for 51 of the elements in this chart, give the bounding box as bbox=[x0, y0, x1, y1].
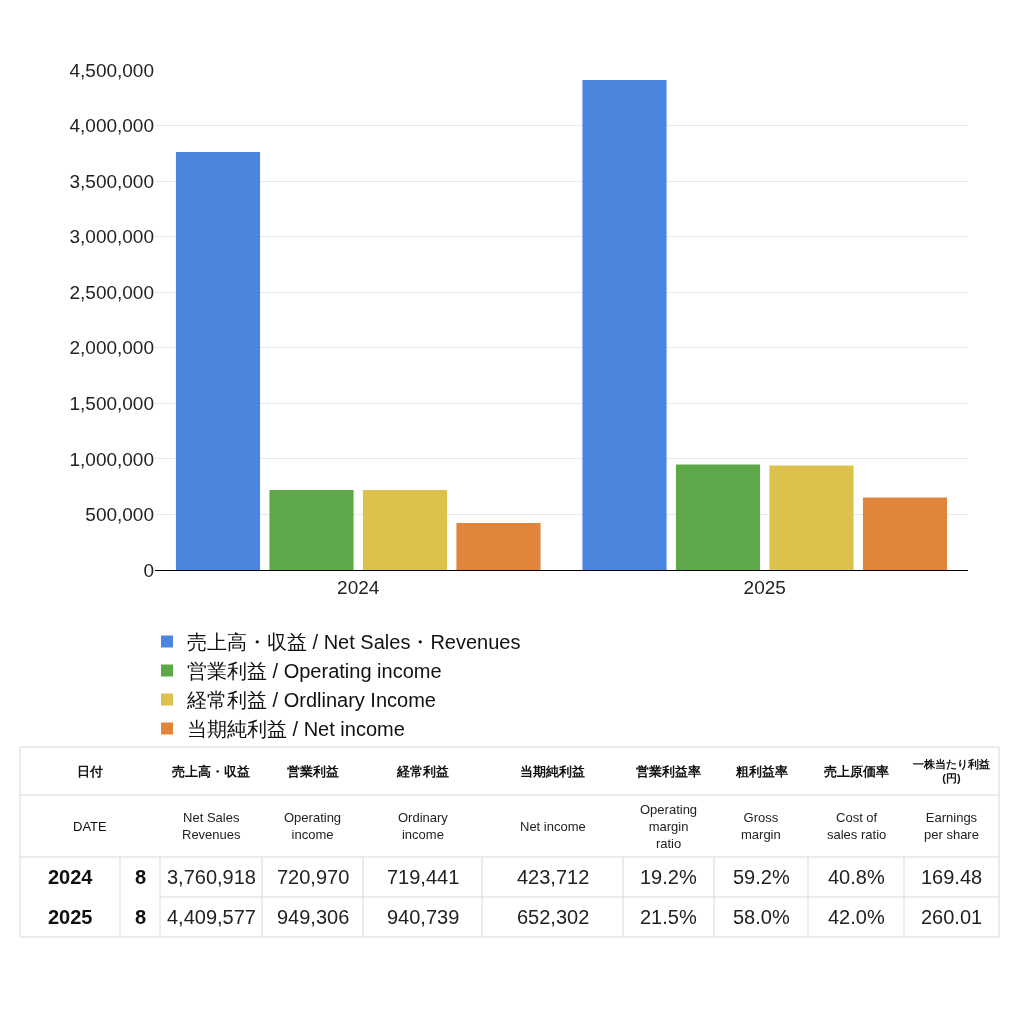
text: 260.01 bbox=[921, 906, 983, 928]
category-label: 2025 bbox=[48, 906, 93, 928]
y-tick-label: 4,500,000 bbox=[69, 59, 154, 81]
text: 日付 DATE bbox=[73, 764, 107, 834]
bar bbox=[175, 152, 261, 570]
bar bbox=[769, 465, 854, 570]
legend-label: 売上高・収益 / Net Sales・Revenues bbox=[187, 631, 521, 654]
text: 652,302 bbox=[517, 906, 590, 928]
y-tick-label: 500,000 bbox=[85, 504, 154, 526]
bar bbox=[862, 497, 948, 570]
category-label: 8 bbox=[135, 906, 147, 928]
category-label: 当期純利益 Net income bbox=[520, 764, 586, 834]
category-label: 営業利益 Operating income bbox=[284, 764, 342, 842]
y-tick-label: 3,500,000 bbox=[69, 170, 154, 192]
bar bbox=[675, 464, 761, 570]
bar bbox=[456, 522, 541, 570]
y-tick-label: 3,000,000 bbox=[69, 226, 154, 248]
legend-label: 経常利益 / Ordlinary Income bbox=[186, 689, 436, 712]
category-label: 8 bbox=[135, 866, 147, 888]
category-label: 粗利益率 Gross margin bbox=[736, 764, 788, 842]
text: 720,970 bbox=[277, 866, 350, 888]
y-tick-label: 4,000,000 bbox=[69, 115, 154, 137]
text: 58.0% bbox=[733, 906, 790, 928]
text: 40.8% bbox=[828, 866, 885, 888]
y-tick-label: 1,000,000 bbox=[69, 448, 154, 470]
text: 21.5% bbox=[640, 906, 697, 928]
legend-label: 当期純利益 / Net income bbox=[187, 718, 405, 741]
y-tick-label: 0 bbox=[143, 559, 154, 581]
text: 3,760,918 bbox=[167, 866, 256, 888]
text: 423,712 bbox=[517, 866, 590, 888]
category-label: 営業利益率 Operating margin ratio bbox=[636, 764, 701, 851]
text: 19.2% bbox=[640, 866, 697, 888]
text: 59.2% bbox=[733, 866, 790, 888]
bar bbox=[582, 80, 667, 570]
category-label: 売上高・収益 Net Sales Revenues bbox=[172, 764, 250, 842]
text: 169.48 bbox=[921, 866, 983, 888]
y-tick-label: 2,500,000 bbox=[69, 281, 154, 303]
text: 949,306 bbox=[277, 906, 350, 928]
bar bbox=[269, 489, 354, 570]
text: 940,739 bbox=[387, 906, 460, 928]
text: 719,441 bbox=[387, 866, 460, 888]
legend-label: 営業利益 / Operating income bbox=[187, 660, 442, 683]
y-tick-label: 2,000,000 bbox=[69, 337, 154, 359]
category-label: 2024 bbox=[48, 866, 93, 888]
bar bbox=[362, 490, 448, 570]
y-tick-label: 1,500,000 bbox=[69, 392, 154, 414]
text: 42.0% bbox=[828, 906, 885, 928]
category-label: 一株当たり利益 (円) Earnings per share bbox=[913, 758, 990, 842]
category-label: 経常利益 Ordinary income bbox=[397, 764, 449, 842]
text: 4,409,577 bbox=[167, 906, 256, 928]
category-label: 売上原価率 Cost of sales ratio bbox=[824, 764, 889, 842]
